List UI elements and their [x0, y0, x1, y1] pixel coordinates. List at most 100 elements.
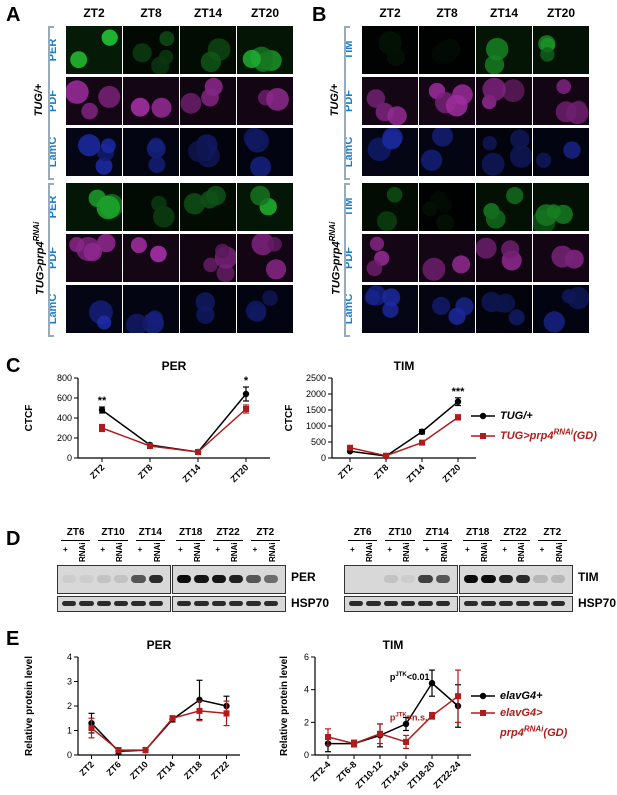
- micrograph-tile: [533, 77, 589, 125]
- x-tick-label: ZT2: [88, 462, 106, 480]
- y-tick-label: 2500: [306, 373, 326, 383]
- y-axis-label: CTCF: [24, 405, 35, 432]
- blot-band: [401, 601, 416, 606]
- x-tick-label: ZT18: [182, 759, 204, 781]
- lane-group-line: [213, 540, 243, 541]
- data-point: [196, 707, 203, 714]
- genotype-label: TUG>prp4RNAi: [328, 203, 343, 313]
- data-point: [223, 710, 230, 717]
- lane-label: +: [63, 545, 68, 554]
- micrograph-tile: [533, 285, 589, 333]
- micrograph-tile: [476, 26, 532, 74]
- micrograph-tile: [66, 77, 122, 125]
- micrograph-tile: [476, 128, 532, 176]
- data-point: [195, 449, 201, 455]
- lane-group-label: ZT2: [256, 527, 275, 538]
- blot-band-main: [57, 565, 171, 594]
- lane-label: +: [137, 545, 143, 554]
- chart-title: TIM: [394, 360, 415, 373]
- group-bracket: [48, 26, 54, 180]
- y-tick-label: 3: [67, 677, 72, 687]
- lane-label: RNAi: [230, 542, 240, 562]
- lane-group-label: ZT10: [388, 527, 412, 538]
- y-tick-label: 4: [304, 685, 309, 695]
- x-tick-label: ZT14-16: [379, 759, 410, 790]
- genotype-label: TUG/+: [33, 45, 45, 155]
- y-tick-label: 2000: [306, 389, 326, 399]
- lane-label: +: [424, 545, 430, 554]
- micrograph-tile: [237, 77, 293, 125]
- legend-entry: TUG>prp4RNAi(GD): [470, 427, 615, 444]
- x-tick-label: ZT2: [336, 462, 354, 480]
- micrograph-tile: [66, 234, 122, 282]
- micrograph-tile: [419, 234, 475, 282]
- micrograph-tile: [237, 128, 293, 176]
- lane-group-line: [250, 540, 280, 541]
- data-point: [402, 720, 410, 728]
- legend-marker: [471, 692, 495, 700]
- x-tick-label: ZT14: [180, 462, 202, 484]
- micrograph-tile: [123, 234, 179, 282]
- blot-band: [177, 601, 192, 606]
- panel-letter-a: A: [6, 4, 21, 26]
- data-point: [418, 428, 426, 435]
- band-label-control: HSP70: [578, 596, 617, 610]
- micrograph-tile: [419, 183, 475, 231]
- y-axis-label: Relative protein level: [24, 656, 35, 756]
- x-tick-label: ZT2: [78, 759, 96, 777]
- micrograph-tile: [123, 285, 179, 333]
- blot-band: [349, 601, 364, 606]
- blot-band: [533, 575, 548, 583]
- chart-e-per: PER 0 1 2 3 4 ZT2 ZT6 ZT10 ZT14 ZT18 ZT22 Relative p…: [24, 638, 240, 781]
- panel-letter-d: D: [6, 528, 21, 550]
- genotype-text: TUG/+: [329, 83, 341, 117]
- blot-band-control: [344, 596, 458, 612]
- lane-label: RNAi: [193, 542, 202, 562]
- lane-group-label: ZT18: [465, 527, 490, 538]
- x-tick-label: ZT10-12: [353, 759, 384, 790]
- micrograph-tile: [476, 77, 532, 125]
- lane-group-line: [135, 540, 165, 541]
- legend-entry: elavG4+: [470, 690, 615, 707]
- series-line: [90, 699, 227, 753]
- blot-band: [383, 575, 398, 583]
- micrograph-tile: [123, 128, 179, 176]
- x-tick-label: ZT22: [209, 759, 231, 781]
- blot-band: [79, 575, 94, 583]
- blot-band: [383, 601, 398, 606]
- genotype-text: TUG>prp4RNAi: [327, 221, 343, 295]
- lane-label: RNAi: [439, 542, 449, 562]
- x-tick-label: ZT20: [440, 462, 462, 484]
- lane-group-line: [537, 540, 567, 541]
- genotype-text: TUG>prp4RNAi: [31, 221, 47, 295]
- micrograph-tile: [66, 285, 122, 333]
- column-header-zt20: ZT20: [250, 6, 279, 20]
- y-tick-label: 1000: [306, 421, 326, 431]
- micrograph-tile: [180, 26, 236, 74]
- micrograph-tile: [476, 183, 532, 231]
- blot-band: [263, 575, 278, 583]
- micrograph-tile: [237, 285, 293, 333]
- y-tick-label: 0: [67, 453, 72, 463]
- column-header-zt14: ZT14: [193, 6, 222, 20]
- legend-entry: prp4RNAi(GD): [470, 724, 615, 741]
- data-point: [383, 452, 389, 459]
- blot-band: [498, 575, 513, 583]
- lane-group-label: ZT14: [425, 527, 449, 538]
- data-point: [243, 406, 249, 412]
- panel-letter-c: C: [6, 355, 21, 377]
- lane-label: RNAi: [152, 542, 162, 562]
- lane-label: +: [252, 545, 258, 554]
- micrograph-tile: [362, 128, 418, 176]
- x-tick-label: ZT2-4: [308, 759, 332, 783]
- micrograph-tile: [66, 128, 122, 176]
- series-line: [101, 408, 247, 453]
- micrograph-tile: [362, 183, 418, 231]
- data-point: [403, 738, 409, 745]
- blot-band: [114, 601, 129, 606]
- lane-label: +: [350, 545, 355, 554]
- micrograph-tile: [180, 285, 236, 333]
- lane-label: RNAi: [402, 542, 412, 562]
- x-tick-label: ZT14: [155, 759, 177, 781]
- x-tick-label: ZT20: [228, 462, 250, 484]
